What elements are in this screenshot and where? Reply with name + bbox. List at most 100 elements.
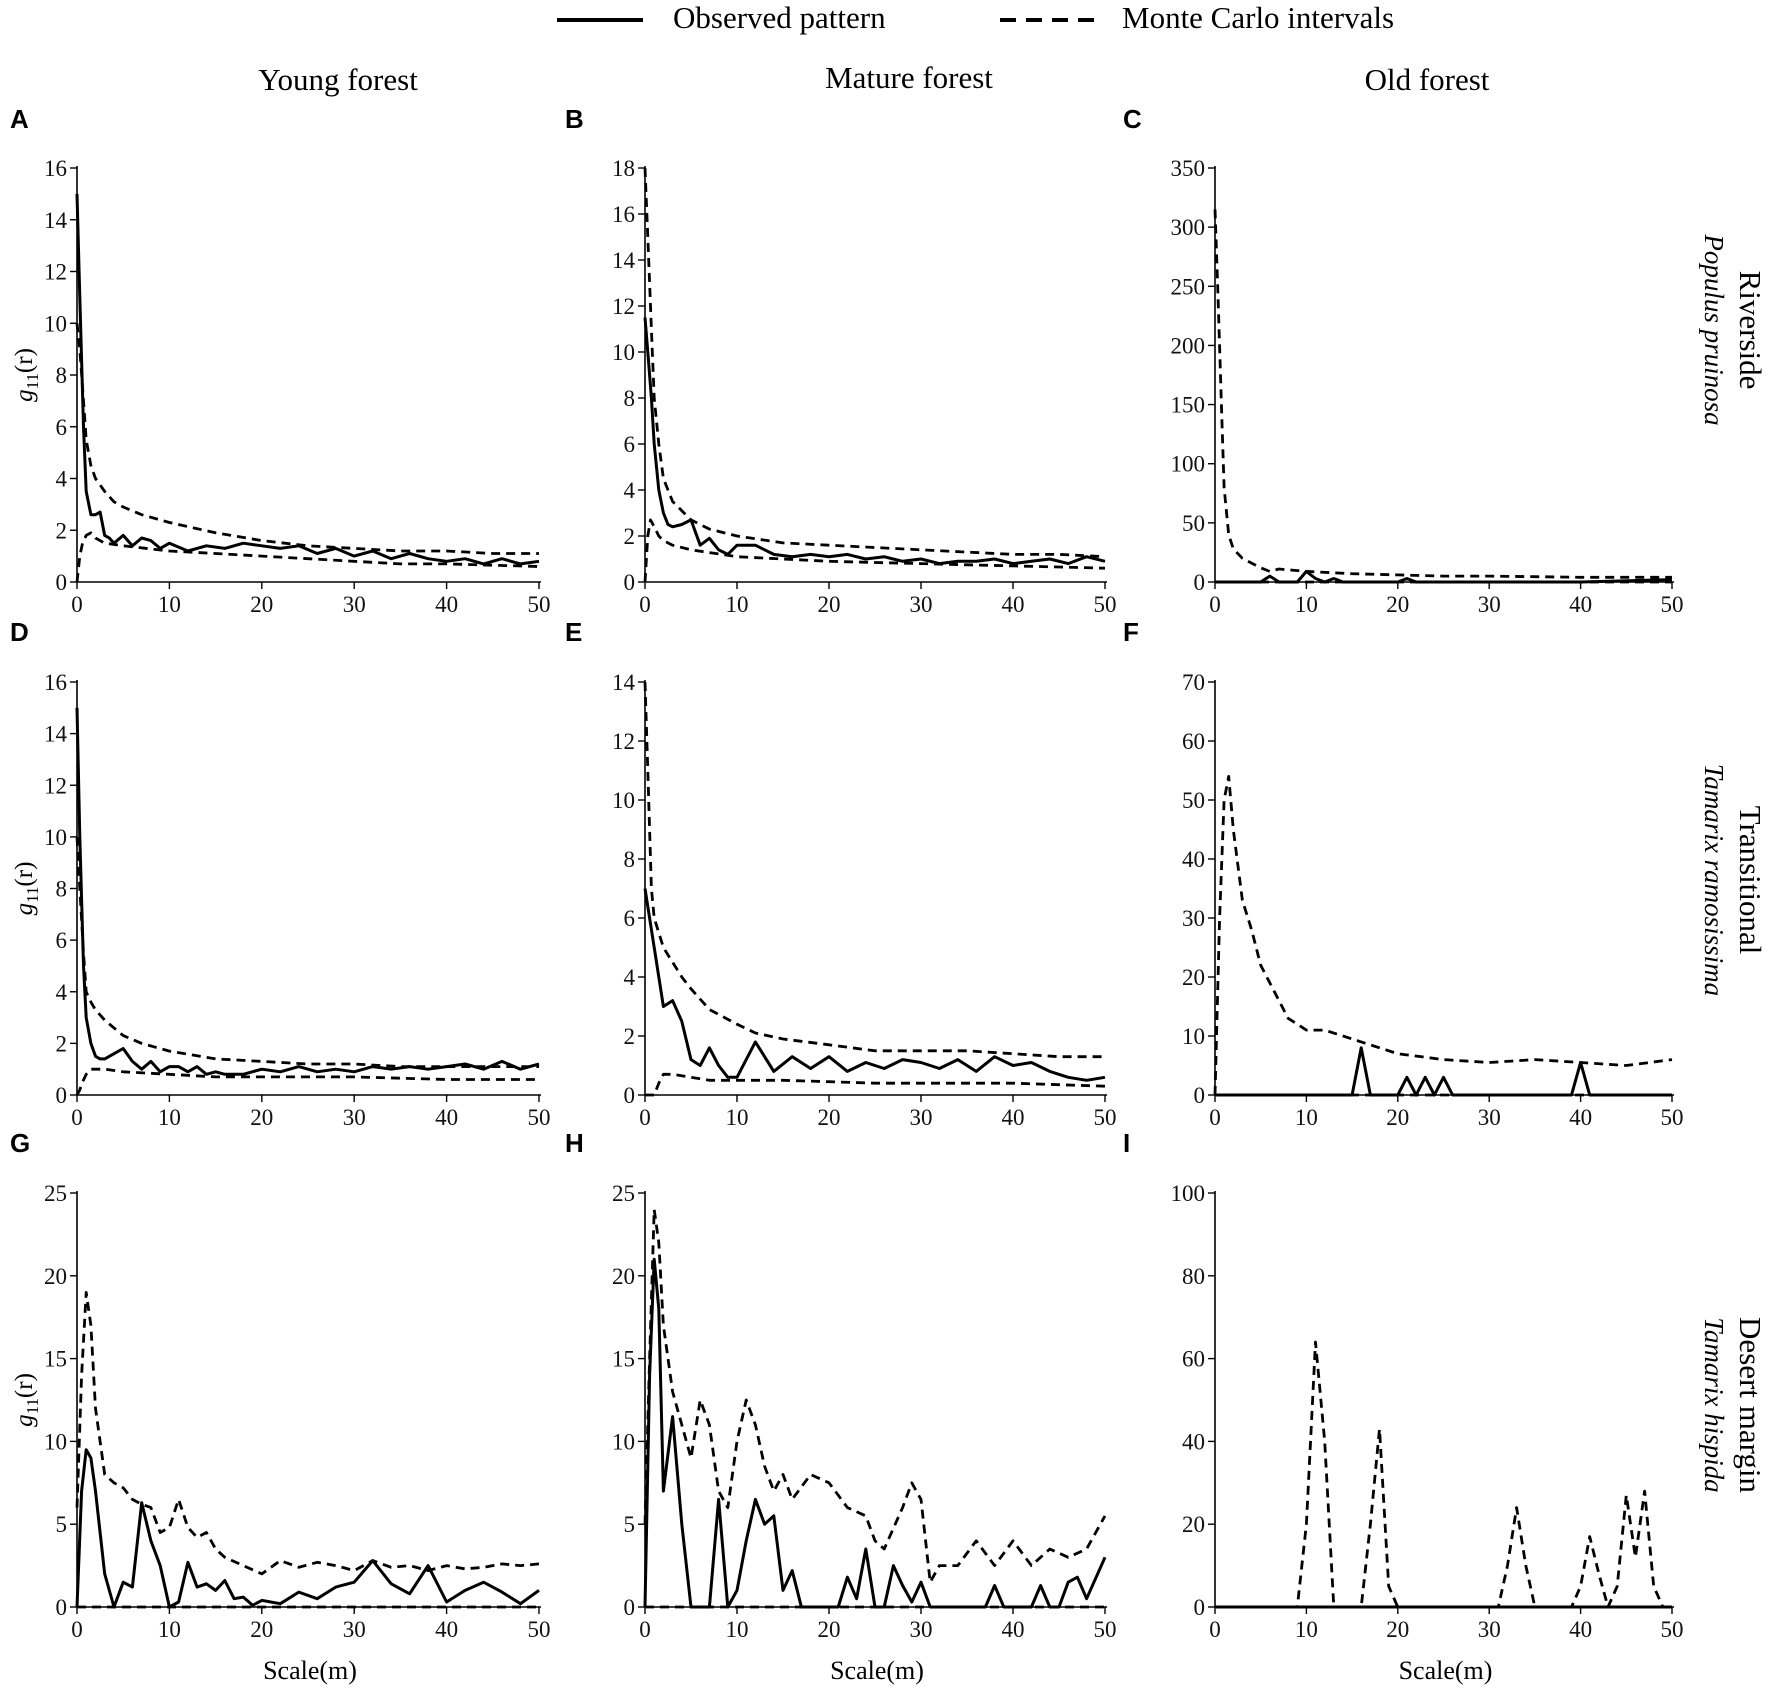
series-observed-pattern [75, 193, 540, 566]
x-tick-label: 0 [1209, 592, 1221, 617]
series-monte-carlo-upper [1213, 775, 1673, 1096]
y-tick-label: 150 [1171, 393, 1206, 418]
series-monte-carlo-upper [1213, 209, 1672, 579]
x-tick-label: 0 [71, 1617, 83, 1642]
x-tick-label: 30 [910, 1105, 933, 1130]
panel-letter: D [10, 617, 29, 647]
y-tick-label: 0 [624, 570, 636, 595]
y-tick-label: 15 [612, 1347, 635, 1372]
x-tick-label: 30 [1478, 1105, 1501, 1130]
x-tick-label: 40 [1569, 1617, 1592, 1642]
series-observed-pattern [643, 317, 1106, 566]
y-tick-label: 20 [1182, 965, 1205, 990]
legend-observed-label: Observed pattern [673, 0, 886, 35]
x-tick-label: 0 [71, 1105, 83, 1130]
x-tick-label: 40 [1002, 1617, 1025, 1642]
y-tick-label: 12 [44, 773, 67, 798]
y-tick-label: 0 [56, 1083, 68, 1108]
x-tick-label: 50 [1661, 1617, 1684, 1642]
row-species: Tamarix hispida [1699, 1317, 1729, 1492]
panel-b: B 0 2 4 6 8 10 12 14 16 18 0 10 20 30 40 50 [565, 104, 1117, 617]
row-label-riverside: Riverside Populus pruinosa [1699, 233, 1768, 425]
y-tick-label: 20 [612, 1264, 635, 1289]
y-tick-label: 100 [1171, 452, 1206, 477]
y-tick-label: 12 [44, 260, 67, 285]
y-tick-label: 300 [1171, 215, 1206, 240]
x-axis-label: Scale(m) [263, 1656, 357, 1685]
x-tick-label: 30 [343, 592, 366, 617]
x-tick-label: 0 [639, 1617, 651, 1642]
panel-d: D 0 2 4 6 8 10 12 14 16 0 10 20 30 40 50 g11(r) [10, 617, 551, 1130]
x-tick-label: 10 [158, 592, 181, 617]
y-tick-label: 0 [1194, 1595, 1206, 1620]
y-tick-label: 60 [1182, 1347, 1205, 1372]
row-species: Tamarix ramosissima [1699, 764, 1729, 996]
x-tick-label: 20 [1386, 1105, 1409, 1130]
y-tick-label: 70 [1182, 670, 1205, 695]
panel-letter: I [1123, 1128, 1130, 1158]
y-tick-label: 8 [56, 877, 68, 902]
x-axis-label: Scale(m) [830, 1656, 924, 1685]
panel-e: E 0 2 4 6 8 10 12 14 0 10 20 30 40 50 [565, 617, 1117, 1130]
y-tick-label: 20 [44, 1264, 67, 1289]
y-tick-label: 4 [624, 965, 636, 990]
x-tick-label: 10 [1295, 1617, 1318, 1642]
series-monte-carlo-lower [643, 518, 1106, 583]
series-monte-carlo-upper [643, 1208, 1107, 1584]
y-tick-label: 14 [44, 208, 68, 233]
x-tick-label: 0 [639, 592, 651, 617]
panel-letter: G [10, 1128, 30, 1158]
y-tick-label: 25 [612, 1181, 635, 1206]
series-observed-pattern [643, 888, 1106, 1082]
y-tick-label: 4 [624, 478, 636, 503]
y-tick-label: 50 [1182, 788, 1205, 813]
series-monte-carlo-upper [75, 1291, 540, 1576]
series-monte-carlo-upper [643, 167, 1106, 559]
x-tick-label: 30 [1478, 1617, 1501, 1642]
series-monte-carlo-lower [645, 1072, 1106, 1097]
y-tick-label: 60 [1182, 729, 1205, 754]
x-axis-label: Scale(m) [1399, 1656, 1493, 1685]
row-title: Riverside [1733, 271, 1768, 390]
x-tick-label: 20 [250, 592, 273, 617]
x-tick-label: 30 [343, 1105, 366, 1130]
x-tick-label: 0 [71, 592, 83, 617]
y-tick-label: 10 [1182, 1024, 1205, 1049]
x-tick-label: 40 [1002, 592, 1025, 617]
y-tick-label: 0 [1194, 1083, 1206, 1108]
x-tick-label: 50 [1094, 1105, 1117, 1130]
y-axis-label: g11(r) [11, 1373, 42, 1427]
y-tick-label: 200 [1171, 333, 1206, 358]
x-tick-label: 10 [1295, 1105, 1318, 1130]
y-tick-label: 6 [56, 415, 68, 440]
y-tick-label: 8 [624, 847, 636, 872]
y-tick-label: 350 [1171, 156, 1206, 181]
series-monte-carlo-upper [1215, 1340, 1672, 1609]
y-tick-label: 4 [56, 467, 68, 492]
y-tick-label: 14 [612, 248, 636, 273]
y-tick-label: 80 [1182, 1264, 1205, 1289]
x-tick-label: 50 [1094, 1617, 1117, 1642]
x-tick-label: 10 [726, 1617, 749, 1642]
panel-letter: E [565, 617, 582, 647]
x-tick-label: 50 [528, 1105, 551, 1130]
x-tick-label: 50 [528, 592, 551, 617]
y-axis-label: g11(r) [11, 348, 42, 402]
x-tick-label: 10 [726, 1105, 749, 1130]
row-title: Desert margin [1733, 1317, 1768, 1493]
panel-letter: A [10, 104, 29, 134]
panel-i: I 0 20 40 60 80 100 0 10 20 30 40 50 Scale(m) [1123, 1128, 1684, 1685]
y-tick-label: 12 [612, 729, 635, 754]
y-tick-label: 8 [624, 386, 636, 411]
y-tick-label: 25 [44, 1181, 67, 1206]
x-tick-label: 50 [1094, 592, 1117, 617]
series-monte-carlo-upper [643, 681, 1105, 1059]
x-tick-label: 40 [435, 1105, 458, 1130]
series-observed-pattern [75, 707, 540, 1076]
y-tick-label: 2 [56, 518, 68, 543]
y-tick-label: 2 [624, 524, 636, 549]
x-tick-label: 40 [435, 1617, 458, 1642]
panel-f: F 0 10 20 30 40 50 60 70 0 10 20 30 40 50 [1123, 617, 1684, 1130]
x-tick-label: 40 [1002, 1105, 1025, 1130]
